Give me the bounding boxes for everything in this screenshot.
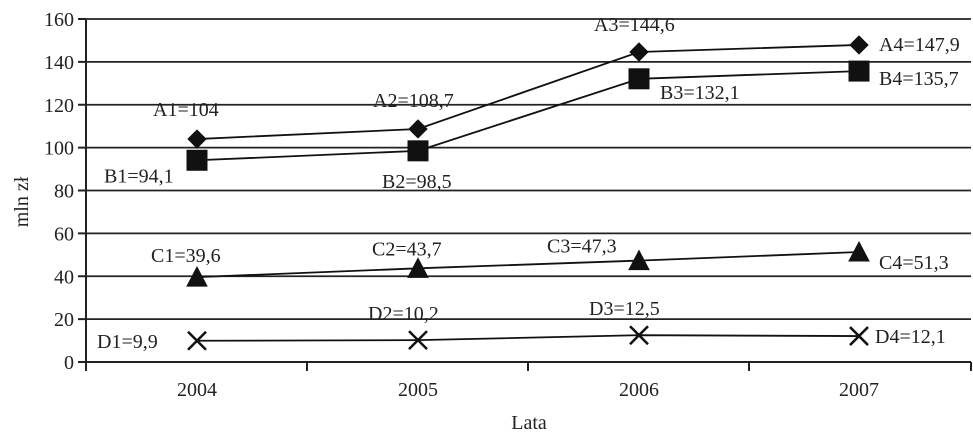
y-tick-label: 80 bbox=[54, 181, 74, 203]
series-3-data-label: C3=47,3 bbox=[547, 236, 617, 258]
axis-layer: 0 20 40 60 80 100 120 140 160 2004 2005 2006 2007 bbox=[44, 9, 972, 401]
y-tick-label: 40 bbox=[54, 266, 74, 288]
y-tick-label: 0 bbox=[64, 352, 74, 374]
x-tick-label: 2007 bbox=[839, 379, 879, 401]
series-3-point-4-triangle-marker bbox=[848, 240, 870, 262]
y-tick-label: 140 bbox=[44, 52, 74, 74]
y-axis-title: mln zł bbox=[11, 176, 33, 227]
series-4-point-3-x-marker bbox=[629, 325, 649, 346]
grid-layer bbox=[86, 18, 971, 363]
series-3-point-2-triangle-marker bbox=[407, 257, 429, 278]
series-2-data-label: B1=94,1 bbox=[104, 165, 174, 187]
series-2-data-label: B3=132,1 bbox=[660, 82, 740, 104]
x-tick-label: 2006 bbox=[619, 379, 659, 401]
series-1-data-label: A1=104 bbox=[153, 99, 219, 121]
series-2-data-label: B2=98,5 bbox=[382, 171, 452, 193]
y-tick-label: 160 bbox=[44, 9, 74, 31]
series-4-point-2-x-marker bbox=[408, 330, 428, 351]
series-3-point-3-triangle-marker bbox=[628, 249, 650, 271]
series-3-data-label: C1=39,6 bbox=[151, 245, 221, 267]
series-1-data-label: A3=144,6 bbox=[594, 14, 675, 36]
series-4-point-4-x-marker bbox=[849, 326, 869, 346]
label-layer: A1=104 A2=108,7 A3=144,6 A4=147,9 B1=94,1 B2=… bbox=[97, 14, 960, 353]
series-3-data-label: C2=43,7 bbox=[372, 238, 442, 260]
series-2-point-2-square-marker bbox=[407, 140, 429, 162]
series-1-data-label: A4=147,9 bbox=[879, 34, 960, 56]
series-1-line bbox=[196, 44, 860, 140]
series-1-point-3-diamond-marker bbox=[629, 42, 649, 62]
series-3-point-1-triangle-marker bbox=[186, 266, 208, 287]
series-2-point-1-square-marker bbox=[186, 149, 208, 171]
series-4-data-label: D4=12,1 bbox=[875, 326, 946, 348]
series-2-line bbox=[196, 70, 860, 162]
y-tick-label: 100 bbox=[44, 138, 74, 160]
series-2-point-3-square-marker bbox=[628, 68, 650, 90]
series-3-line bbox=[196, 251, 860, 279]
series-1-point-1-diamond-marker bbox=[187, 129, 207, 149]
series-1-data-label: A2=108,7 bbox=[373, 90, 454, 112]
x-axis-title: Lata bbox=[511, 412, 547, 434]
series-4-data-label: D3=12,5 bbox=[589, 298, 660, 320]
y-tick-label: 60 bbox=[54, 223, 74, 245]
series-1-point-2-diamond-marker bbox=[408, 119, 428, 139]
series-4-data-label: D2=10,2 bbox=[368, 303, 439, 325]
y-tick-label: 20 bbox=[54, 309, 74, 331]
x-tick-label: 2005 bbox=[398, 379, 438, 401]
series-layer bbox=[186, 35, 870, 351]
series-4-point-1-x-marker bbox=[187, 330, 207, 351]
series-3-data-label: C4=51,3 bbox=[879, 252, 949, 274]
series-1-point-4-diamond-marker bbox=[849, 35, 869, 55]
series-4-data-label: D1=9,9 bbox=[97, 331, 158, 353]
series-2-point-4-square-marker bbox=[848, 60, 870, 82]
y-tick-label: 120 bbox=[44, 95, 74, 117]
x-tick-label: 2004 bbox=[177, 379, 217, 401]
series-4-line bbox=[196, 334, 860, 342]
series-2-data-label: B4=135,7 bbox=[879, 68, 959, 90]
